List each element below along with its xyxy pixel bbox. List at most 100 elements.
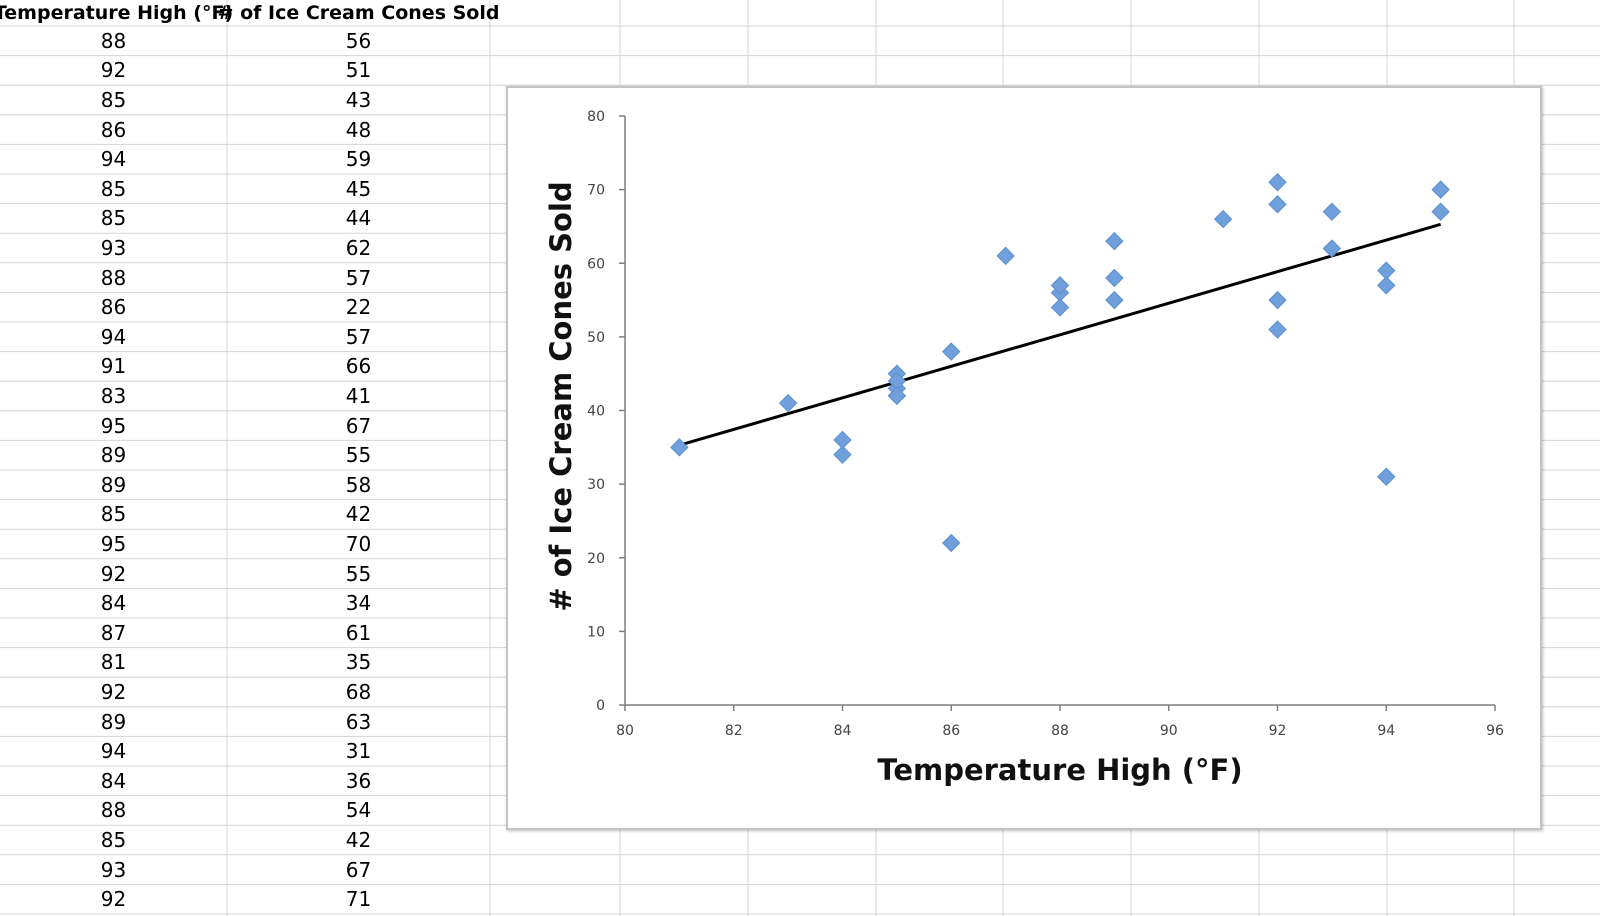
cell-temperature[interactable]: 88 — [100, 798, 127, 823]
cell-cones-sold[interactable]: 71 — [345, 887, 372, 912]
data-point — [1431, 180, 1450, 199]
x-tick-label: 80 — [616, 723, 634, 739]
cell-temperature[interactable]: 95 — [100, 531, 127, 556]
cell-cones-sold[interactable]: 36 — [345, 768, 372, 793]
data-point — [670, 438, 689, 457]
cell-temperature[interactable]: 85 — [100, 502, 127, 527]
x-tick-label: 90 — [1160, 723, 1178, 739]
cell-cones-sold[interactable]: 63 — [345, 709, 372, 734]
data-point — [1268, 195, 1287, 214]
y-tick-label: 60 — [587, 256, 605, 272]
cell-cones-sold[interactable]: 56 — [345, 28, 372, 53]
x-tick-label: 94 — [1377, 723, 1395, 739]
data-point — [1105, 290, 1124, 310]
cell-cones-sold[interactable]: 58 — [345, 472, 372, 497]
cell-temperature[interactable]: 93 — [100, 235, 127, 260]
cell-cones-sold[interactable]: 70 — [345, 531, 372, 556]
cell-temperature[interactable]: 88 — [100, 265, 127, 290]
y-tick-label: 0 — [596, 698, 605, 714]
cell-temperature[interactable]: 91 — [100, 354, 127, 379]
cell-cones-sold[interactable]: 22 — [345, 295, 372, 320]
cell-temperature[interactable]: 92 — [100, 58, 127, 83]
cell-temperature[interactable]: 88 — [100, 28, 127, 53]
cell-temperature[interactable]: 94 — [100, 739, 127, 764]
cell-temperature[interactable]: 94 — [100, 147, 127, 172]
cell-cones-sold[interactable]: 61 — [345, 620, 372, 645]
data-point — [1377, 276, 1396, 295]
cell-temperature[interactable]: 85 — [100, 176, 127, 201]
cell-cones-sold[interactable]: 31 — [345, 739, 372, 764]
cell-temperature[interactable]: 85 — [100, 87, 127, 112]
cell-temperature[interactable]: 89 — [100, 472, 127, 497]
y-tick-label: 50 — [587, 330, 605, 346]
y-tick-label: 80 — [587, 109, 605, 125]
data-point — [942, 342, 961, 361]
x-tick-label: 92 — [1269, 723, 1287, 739]
cell-cones-sold[interactable]: 66 — [345, 354, 372, 379]
cell-temperature[interactable]: 92 — [100, 679, 127, 704]
cell-cones-sold[interactable]: 44 — [345, 206, 372, 231]
cell-temperature[interactable]: 84 — [100, 591, 127, 616]
cell-temperature[interactable]: 95 — [100, 413, 127, 438]
header-cones-sold[interactable]: # of Ice Cream Cones Sold — [217, 2, 500, 24]
data-point — [1377, 467, 1396, 486]
data-point — [778, 393, 798, 413]
cell-temperature[interactable]: 87 — [100, 620, 127, 645]
cell-temperature[interactable]: 86 — [100, 117, 127, 142]
cell-temperature[interactable]: 81 — [100, 650, 127, 675]
cell-temperature[interactable]: 86 — [100, 295, 127, 320]
cell-cones-sold[interactable]: 59 — [345, 147, 372, 172]
header-temperature[interactable]: Temperature High (°F) — [0, 2, 234, 24]
trendline — [678, 222, 1442, 447]
cell-temperature[interactable]: 89 — [100, 443, 127, 468]
cell-cones-sold[interactable]: 48 — [345, 117, 372, 142]
cell-cones-sold[interactable]: 67 — [345, 857, 372, 882]
x-tick-label: 88 — [1051, 723, 1069, 739]
cell-cones-sold[interactable]: 54 — [345, 798, 372, 823]
cell-cones-sold[interactable]: 34 — [345, 591, 372, 616]
data-point — [1268, 290, 1287, 310]
y-tick-label: 10 — [587, 624, 605, 640]
data-point — [833, 445, 852, 464]
x-tick-label: 84 — [834, 723, 852, 739]
cell-cones-sold[interactable]: 41 — [345, 383, 372, 408]
x-tick-label: 96 — [1486, 723, 1504, 739]
cell-cones-sold[interactable]: 55 — [345, 561, 372, 586]
y-tick-label: 70 — [587, 183, 605, 199]
cell-cones-sold[interactable]: 57 — [345, 265, 372, 290]
data-point — [1431, 202, 1450, 221]
data-point — [1105, 268, 1124, 288]
cell-temperature[interactable]: 93 — [100, 857, 127, 882]
y-tick-label: 20 — [587, 551, 605, 567]
data-point — [1105, 231, 1124, 251]
y-tick-label: 40 — [587, 404, 605, 420]
cell-cones-sold[interactable]: 51 — [345, 58, 372, 83]
cell-temperature[interactable]: 89 — [100, 709, 127, 734]
cell-cones-sold[interactable]: 55 — [345, 443, 372, 468]
cell-temperature[interactable]: 84 — [100, 768, 127, 793]
cell-cones-sold[interactable]: 42 — [345, 827, 372, 852]
cell-cones-sold[interactable]: 43 — [345, 87, 372, 112]
cell-cones-sold[interactable]: 67 — [345, 413, 372, 438]
cell-cones-sold[interactable]: 45 — [345, 176, 372, 201]
cell-cones-sold[interactable]: 42 — [345, 502, 372, 527]
chart-canvas: 0 10 20 30 40 50 60 70 80 80 82 84 86 88 90 92 94 96 Tempe… — [544, 109, 1504, 787]
cell-cones-sold[interactable]: 35 — [345, 650, 372, 675]
x-axis-title: Temperature High (°F) — [877, 753, 1242, 787]
data-point — [1268, 173, 1287, 192]
cell-cones-sold[interactable]: 62 — [345, 235, 372, 260]
cell-temperature[interactable]: 85 — [100, 206, 127, 231]
y-axis-title: # of Ice Cream Cones Sold — [544, 181, 578, 611]
cell-cones-sold[interactable]: 68 — [345, 679, 372, 704]
cell-temperature[interactable]: 85 — [100, 827, 127, 852]
scatter-chart[interactable]: 0 10 20 30 40 50 60 70 80 80 82 84 86 88 90 92 94 96 Tempe… — [506, 86, 1542, 830]
data-point — [942, 533, 961, 553]
data-point — [996, 246, 1015, 266]
data-point — [1050, 276, 1070, 295]
cell-cones-sold[interactable]: 57 — [345, 324, 372, 349]
x-tick-label: 82 — [725, 723, 743, 739]
cell-temperature[interactable]: 83 — [100, 383, 127, 408]
cell-temperature[interactable]: 92 — [100, 561, 127, 586]
cell-temperature[interactable]: 94 — [100, 324, 127, 349]
cell-temperature[interactable]: 92 — [100, 887, 127, 912]
